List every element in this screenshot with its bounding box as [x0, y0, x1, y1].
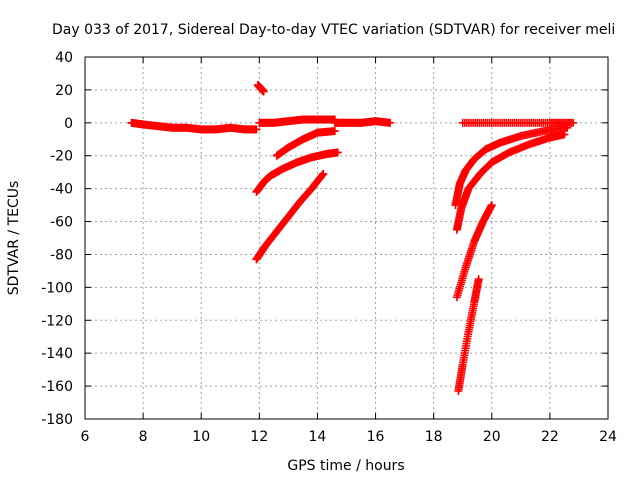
x-tick-label: 8	[139, 429, 148, 445]
x-tick-label: 18	[425, 429, 443, 445]
data-point	[563, 123, 572, 132]
y-axis-title: SDTVAR / TECUs	[6, 181, 22, 296]
series-arc-evening-near-zero	[458, 118, 578, 127]
grid	[85, 57, 608, 419]
data-point	[259, 87, 268, 96]
axis-ticks: 6 8 10 12 14 16 18 20 22 24 -180 -160 -140 -120 -100 -8…	[41, 50, 617, 445]
y-tick-label: -100	[41, 280, 73, 296]
y-tick-label: 40	[55, 50, 73, 66]
series-arc-noon-near-zero	[255, 115, 339, 127]
data-point	[569, 118, 578, 127]
series-arc-afternoon-near-zero	[330, 117, 395, 127]
data-point	[319, 169, 328, 178]
x-tick-label: 12	[250, 429, 268, 445]
data-point	[487, 201, 496, 210]
series-arc-evening-rise-b	[452, 130, 569, 234]
y-tick-label: -40	[50, 182, 73, 198]
series-arc-12h-high	[253, 80, 268, 96]
data-point	[318, 170, 327, 179]
series-arc-12h-rise-c	[252, 169, 328, 264]
y-tick-label: -120	[41, 313, 73, 329]
y-tick-label: -140	[41, 346, 73, 362]
series-arc-12h-rise-a	[272, 127, 339, 160]
x-tick-label: 14	[309, 429, 327, 445]
series-arc-12h-rise-b	[252, 148, 342, 196]
data-point	[386, 118, 395, 127]
series-arc-evening-rise-a	[451, 123, 572, 210]
data-markers	[127, 80, 578, 396]
x-tick-label: 20	[483, 429, 501, 445]
y-tick-label: 0	[64, 116, 73, 132]
data-point	[330, 127, 339, 136]
series-arc-morning-near-zero	[127, 118, 261, 134]
y-tick-label: -180	[41, 412, 73, 428]
chart-title: Day 033 of 2017, Sidereal Day-to-day VTE…	[52, 22, 615, 38]
y-tick-label: -80	[50, 247, 73, 263]
x-tick-label: 6	[81, 429, 90, 445]
series-arc-evening-rise-c	[452, 201, 496, 302]
y-tick-label: -60	[50, 215, 73, 231]
data-point	[252, 125, 261, 134]
series-arc-evening-rise-d	[454, 275, 483, 396]
x-tick-label: 16	[367, 429, 385, 445]
data-point	[333, 148, 342, 157]
x-tick-label: 22	[541, 429, 559, 445]
x-tick-label: 24	[599, 429, 617, 445]
y-tick-label: -160	[41, 379, 73, 395]
x-tick-label: 10	[192, 429, 210, 445]
data-point	[560, 130, 569, 139]
y-tick-label: -20	[50, 149, 73, 165]
y-tick-label: 20	[55, 83, 73, 99]
x-axis-title: GPS time / hours	[287, 458, 404, 474]
data-point	[474, 275, 483, 284]
plot-frame	[84, 56, 609, 420]
